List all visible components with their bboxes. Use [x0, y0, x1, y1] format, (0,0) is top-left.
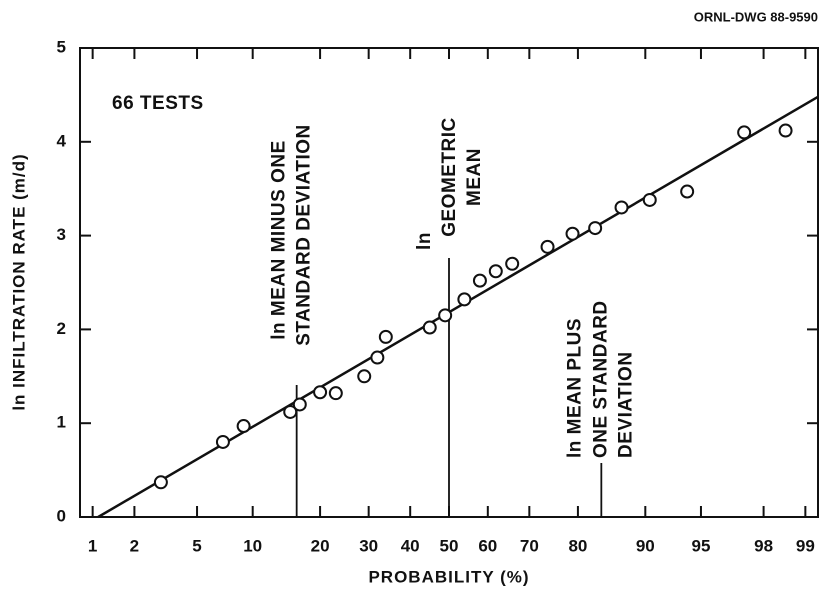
y-tick-label: 1 [57, 413, 66, 432]
x-tick-label: 40 [401, 536, 420, 555]
data-point [457, 292, 472, 307]
x-tick-label: 20 [311, 536, 330, 555]
x-tick-label: 95 [691, 536, 710, 555]
data-point [565, 226, 580, 241]
annotation-text: MEAN [464, 148, 485, 206]
y-tick-label: 0 [57, 506, 66, 525]
data-point [472, 273, 487, 288]
data-point [215, 434, 230, 449]
x-tick-label: 30 [359, 536, 378, 555]
x-tick-label: 5 [192, 536, 201, 555]
data-point [614, 200, 629, 215]
test-count: 66 TESTS [112, 93, 204, 114]
data-point [236, 419, 251, 434]
data-point [588, 221, 603, 236]
y-tick-label: 2 [57, 319, 66, 338]
data-point [505, 256, 520, 271]
data-point [540, 239, 555, 254]
x-tick-label: 80 [568, 536, 587, 555]
x-tick-label: 90 [636, 536, 655, 555]
drawing-number: ORNL-DWG 88-9590 [694, 9, 818, 24]
x-tick-label: 50 [440, 536, 459, 555]
data-point [378, 329, 393, 344]
data-point [357, 369, 372, 384]
annotation-text: DEVIATION [615, 351, 636, 458]
x-tick-label: 2 [130, 536, 139, 555]
x-axis-label: PROBABILITY (%) [368, 567, 529, 586]
data-point [422, 320, 437, 335]
annotation-text: ln MEAN PLUS [564, 318, 585, 458]
y-tick-label: 3 [57, 225, 66, 244]
annotation-text: ONE STANDARD [590, 300, 611, 458]
x-tick-label: 10 [243, 536, 262, 555]
x-tick-label: 98 [754, 536, 773, 555]
data-point [488, 264, 503, 279]
data-point [283, 404, 298, 419]
data-point [438, 308, 453, 323]
x-tick-label: 1 [88, 536, 97, 555]
x-tick-label: 70 [520, 536, 539, 555]
y-tick-label: 5 [57, 37, 66, 56]
data-point [313, 385, 328, 400]
data-point [778, 123, 793, 138]
annotation-text: STANDARD DEVIATION [294, 124, 315, 346]
annotation-text: GEOMETRIC [439, 117, 460, 237]
data-point [328, 386, 343, 401]
data-point [292, 397, 307, 412]
annotation-text: ln MEAN MINUS ONE [269, 140, 290, 340]
data-point [642, 192, 657, 207]
x-tick-label: 99 [796, 536, 815, 555]
y-tick-label: 4 [57, 131, 67, 150]
data-point [737, 125, 752, 140]
annotation-text: ln [414, 232, 435, 250]
y-axis-label: ln INFILTRATION RATE (m/d) [9, 153, 28, 410]
x-tick-label: 60 [478, 536, 497, 555]
data-point [153, 475, 168, 490]
data-point [680, 184, 695, 199]
data-point [370, 350, 385, 365]
